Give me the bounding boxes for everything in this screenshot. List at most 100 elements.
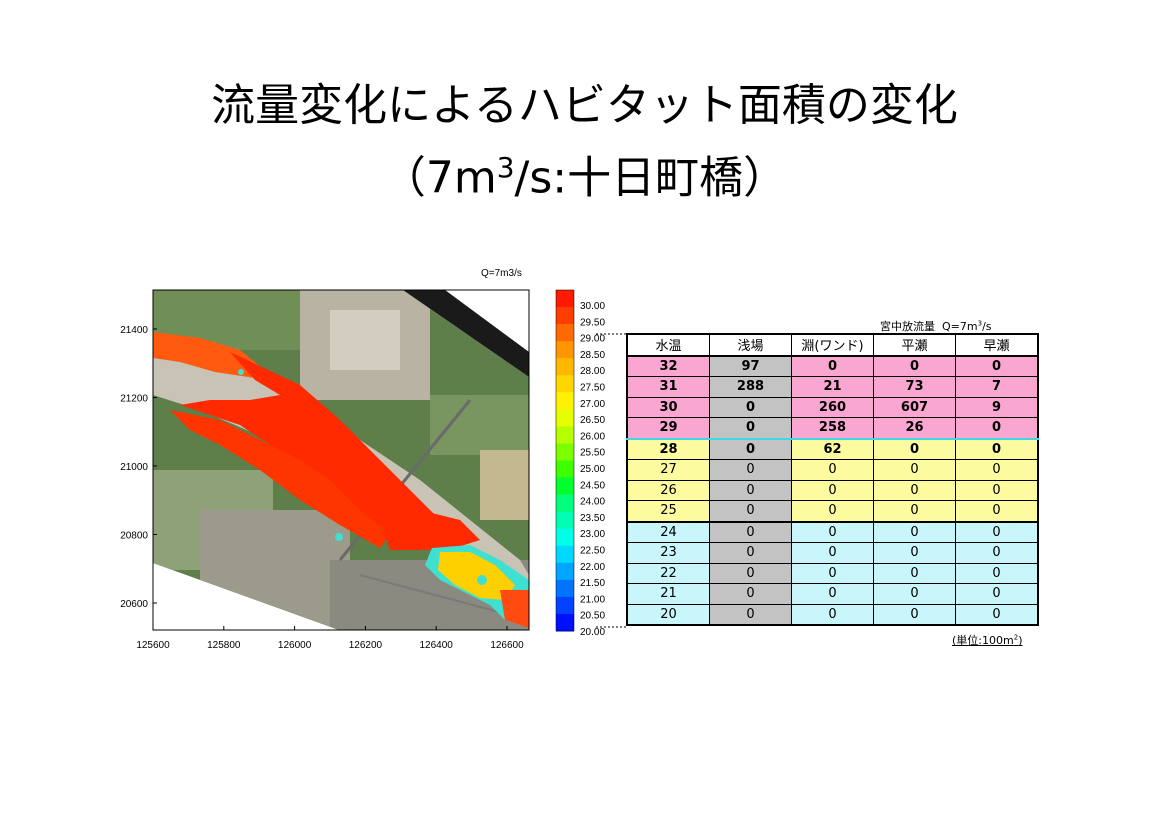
table-row: 27 0 0 0 0 (626, 459, 1039, 481)
value-cell: 0 (873, 603, 956, 626)
colorbar-swatch (556, 528, 574, 547)
flow-value-post: /s (982, 320, 992, 333)
temp-cell: 23 (626, 542, 710, 564)
colorbar-swatch (556, 324, 574, 342)
value-cell: 0 (709, 438, 792, 460)
value-cell: 0 (709, 583, 792, 605)
header-run: 平瀬 (873, 333, 956, 357)
temp-cell: 30 (626, 396, 710, 418)
header-pool: 淵(ワンド) (791, 333, 874, 357)
value-cell: 0 (791, 521, 874, 543)
colorbar-swatch (556, 477, 574, 496)
value-cell: 0 (955, 500, 1039, 523)
value-cell: 0 (791, 603, 874, 626)
value-cell: 0 (873, 438, 956, 460)
value-cell: 0 (709, 542, 792, 564)
value-cell: 260 (791, 396, 874, 418)
colorbar-label: 22.00 (580, 562, 605, 573)
value-cell: 0 (791, 583, 874, 605)
value-cell: 607 (873, 396, 956, 418)
temp-cell: 27 (626, 459, 710, 481)
value-cell: 0 (955, 438, 1039, 460)
value-cell: 258 (791, 417, 874, 440)
colorbar-label: 24.00 (580, 497, 605, 508)
colorbar-label: 30.00 (580, 301, 605, 312)
value-cell: 26 (873, 417, 956, 440)
value-cell: 7 (955, 376, 1039, 398)
colorbar-swatch (556, 358, 574, 376)
colorbar-label: 28.00 (580, 366, 605, 377)
subtitle-post: /s:十日町橋） (514, 152, 788, 204)
colorbar-swatch (556, 494, 574, 513)
table-row: 20 0 0 0 0 (626, 603, 1039, 626)
colorbar-swatch (556, 511, 574, 530)
colorbar-swatch (556, 562, 574, 581)
value-cell: 0 (791, 479, 874, 501)
colorbar-swatch (556, 613, 574, 632)
table-row: 25 0 0 0 0 (626, 500, 1039, 523)
colorbar-swatch (556, 579, 574, 598)
subtitle-sup: 3 (496, 151, 515, 184)
table-row: 28 0 62 0 0 (626, 438, 1039, 460)
header-riffle: 早瀬 (955, 333, 1039, 357)
temp-cell: 20 (626, 603, 710, 626)
habitat-table: 水温 浅場 淵(ワンド) 平瀬 早瀬 32 97 0 0 0 31 288 21 73 7 30 0 2… (626, 333, 1039, 626)
table-header-row: 水温 浅場 淵(ワンド) 平瀬 早瀬 (626, 333, 1039, 357)
colorbar-swatch (556, 596, 574, 615)
colorbar-label: 29.00 (580, 334, 605, 345)
subtitle-pre: （7m (381, 152, 497, 204)
value-cell: 0 (873, 583, 956, 605)
colorbar-label: 20.00 (580, 627, 605, 638)
header-shallow: 浅場 (709, 333, 792, 357)
colorbar-swatch (556, 545, 574, 564)
value-cell: 73 (873, 376, 956, 398)
x-axis: 125600 125800 126000 126200 126400 126600 (136, 626, 524, 651)
unit-post: ) (1018, 634, 1023, 647)
colorbar-swatch (556, 392, 574, 410)
table-row: 22 0 0 0 0 (626, 562, 1039, 584)
colorbar-label: 25.00 (580, 464, 605, 475)
temp-cell: 21 (626, 583, 710, 605)
colorbar-label: 26.50 (580, 415, 605, 426)
temp-cell: 25 (626, 500, 710, 523)
value-cell: 0 (955, 542, 1039, 564)
value-cell: 0 (709, 479, 792, 501)
map-label: Q=7m3/s (481, 268, 522, 279)
value-cell: 0 (873, 479, 956, 501)
x-tick-label: 125800 (207, 640, 241, 651)
x-tick-label: 126200 (349, 640, 383, 651)
page-subtitle: （7m3/s:十日町橋） (0, 142, 1169, 205)
value-cell: 0 (791, 355, 874, 377)
table-row: 29 0 258 26 0 (626, 417, 1039, 440)
map-frame (152, 289, 530, 631)
unit-note: (単位:100m2) (952, 632, 1022, 648)
colorbar-label: 23.00 (580, 529, 605, 540)
value-cell: 0 (709, 396, 792, 418)
table-row: 31 288 21 73 7 (626, 376, 1039, 398)
temp-cell: 28 (626, 438, 710, 460)
flow-value-sup: 3 (977, 319, 983, 328)
temp-cell: 31 (626, 376, 710, 398)
table-row: 24 0 0 0 0 (626, 521, 1039, 543)
colorbar-label: 23.50 (580, 513, 605, 524)
colorbar-swatch (556, 290, 574, 308)
colorbar-label: 21.50 (580, 578, 605, 589)
colorbar-swatch (556, 341, 574, 359)
y-tick-label: 21000 (120, 462, 148, 473)
value-cell: 21 (791, 376, 874, 398)
value-cell: 62 (791, 438, 874, 460)
map-edge (403, 290, 529, 377)
value-cell: 97 (709, 355, 792, 377)
value-cell: 0 (873, 542, 956, 564)
value-cell: 0 (791, 562, 874, 584)
header-temp: 水温 (626, 333, 710, 357)
page-title: 流量変化によるハビタット面積の変化 (211, 80, 958, 131)
value-cell: 288 (709, 376, 792, 398)
colorbar-swatch (556, 307, 574, 325)
x-tick-label: 125600 (136, 640, 170, 651)
value-cell: 0 (955, 459, 1039, 481)
value-cell: 0 (709, 562, 792, 584)
colorbar-label: 25.50 (580, 448, 605, 459)
colorbar: 30.00 29.50 29.00 28.50 28.00 27.50 27.00 26.50… (555, 289, 626, 638)
value-cell: 0 (955, 603, 1039, 626)
